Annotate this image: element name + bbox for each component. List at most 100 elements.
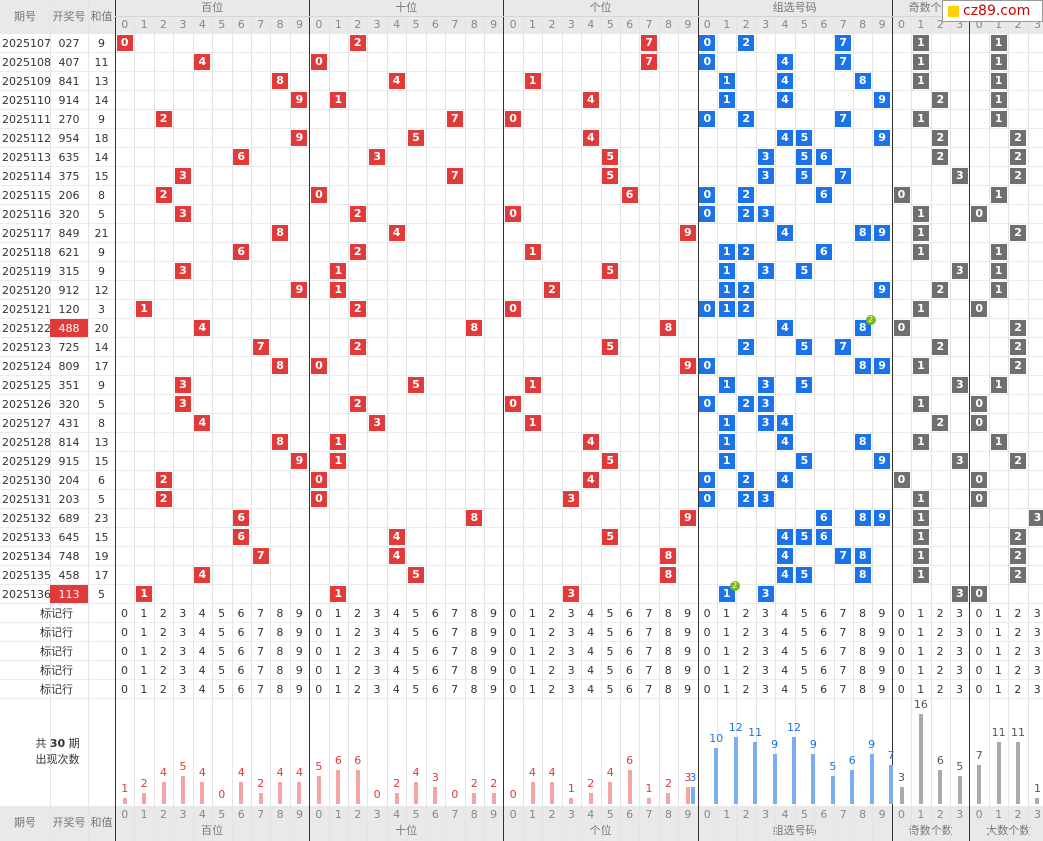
mark-cell[interactable]: 6: [625, 664, 633, 677]
mark-cell[interactable]: 8: [664, 626, 672, 639]
mark-cell[interactable]: 6: [820, 683, 828, 696]
mark-cell[interactable]: 5: [606, 607, 614, 620]
mark-cell[interactable]: 1: [528, 607, 536, 620]
mark-cell[interactable]: 5: [800, 626, 808, 639]
mark-cell[interactable]: 5: [800, 683, 808, 696]
mark-cell[interactable]: 2: [548, 683, 556, 696]
mark-cell[interactable]: 2: [1014, 607, 1022, 620]
mark-cell[interactable]: 2: [936, 664, 944, 677]
mark-cell[interactable]: 2: [936, 626, 944, 639]
mark-cell[interactable]: 6: [625, 626, 633, 639]
mark-cell[interactable]: 2: [159, 607, 167, 620]
mark-cell[interactable]: 4: [781, 683, 789, 696]
mark-cell[interactable]: 2: [1014, 664, 1022, 677]
mark-cell[interactable]: 7: [256, 683, 264, 696]
mark-cell[interactable]: 2: [548, 645, 556, 658]
mark-cell[interactable]: 1: [994, 607, 1002, 620]
mark-cell[interactable]: 0: [975, 626, 983, 639]
mark-cell[interactable]: 2: [936, 683, 944, 696]
mark-cell[interactable]: 0: [509, 664, 517, 677]
mark-cell[interactable]: 7: [256, 645, 264, 658]
mark-cell[interactable]: 4: [781, 645, 789, 658]
mark-cell[interactable]: 0: [509, 607, 517, 620]
mark-cell[interactable]: 3: [567, 664, 575, 677]
mark-cell[interactable]: 3: [761, 683, 769, 696]
mark-cell[interactable]: 5: [800, 607, 808, 620]
mark-cell[interactable]: 7: [451, 626, 459, 639]
mark-cell[interactable]: 2: [1014, 645, 1022, 658]
mark-cell[interactable]: 3: [373, 683, 381, 696]
mark-cell[interactable]: 6: [237, 664, 245, 677]
mark-cell[interactable]: 8: [470, 626, 478, 639]
mark-cell[interactable]: 0: [703, 664, 711, 677]
mark-cell[interactable]: 4: [587, 683, 595, 696]
mark-cell[interactable]: 2: [742, 645, 750, 658]
mark-cell[interactable]: 0: [509, 683, 517, 696]
mark-cell[interactable]: 1: [140, 664, 148, 677]
mark-cell[interactable]: 9: [295, 645, 303, 658]
mark-cell[interactable]: 9: [878, 626, 886, 639]
mark-cell[interactable]: 1: [334, 664, 342, 677]
mark-cell[interactable]: 1: [334, 645, 342, 658]
mark-cell[interactable]: 3: [1033, 683, 1041, 696]
mark-cell[interactable]: 9: [489, 607, 497, 620]
mark-cell[interactable]: 5: [412, 607, 420, 620]
mark-cell[interactable]: 0: [315, 645, 323, 658]
mark-cell[interactable]: 0: [703, 645, 711, 658]
mark-cell[interactable]: 3: [179, 607, 187, 620]
mark-cell[interactable]: 6: [431, 683, 439, 696]
mark-cell[interactable]: 6: [237, 683, 245, 696]
mark-cell[interactable]: 1: [140, 626, 148, 639]
mark-cell[interactable]: 2: [354, 645, 362, 658]
mark-cell[interactable]: 5: [800, 645, 808, 658]
mark-cell[interactable]: 7: [839, 645, 847, 658]
mark-cell[interactable]: 1: [723, 664, 731, 677]
mark-cell[interactable]: 6: [625, 607, 633, 620]
mark-cell[interactable]: 7: [451, 683, 459, 696]
mark-cell[interactable]: 2: [742, 607, 750, 620]
mark-cell[interactable]: 9: [295, 626, 303, 639]
mark-cell[interactable]: 5: [412, 664, 420, 677]
mark-cell[interactable]: 8: [664, 607, 672, 620]
mark-cell[interactable]: 6: [237, 607, 245, 620]
mark-cell[interactable]: 0: [121, 607, 128, 620]
mark-cell[interactable]: 3: [179, 664, 187, 677]
mark-cell[interactable]: 0: [897, 683, 905, 696]
mark-cell[interactable]: 0: [975, 645, 983, 658]
mark-cell[interactable]: 0: [315, 607, 323, 620]
mark-cell[interactable]: 3: [956, 626, 964, 639]
mark-cell[interactable]: 2: [548, 607, 556, 620]
mark-cell[interactable]: 6: [625, 683, 633, 696]
mark-cell[interactable]: 1: [334, 683, 342, 696]
mark-cell[interactable]: 0: [509, 645, 517, 658]
mark-cell[interactable]: 7: [645, 664, 653, 677]
mark-cell[interactable]: 9: [489, 645, 497, 658]
mark-cell[interactable]: 7: [256, 664, 264, 677]
mark-cell[interactable]: 9: [684, 683, 692, 696]
mark-cell[interactable]: 1: [994, 683, 1002, 696]
mark-cell[interactable]: 2: [548, 664, 556, 677]
mark-cell[interactable]: 5: [412, 683, 420, 696]
mark-cell[interactable]: 7: [839, 626, 847, 639]
mark-cell[interactable]: 8: [858, 645, 866, 658]
mark-cell[interactable]: 7: [256, 607, 264, 620]
mark-cell[interactable]: 8: [470, 645, 478, 658]
mark-cell[interactable]: 4: [587, 607, 595, 620]
mark-cell[interactable]: 2: [742, 683, 750, 696]
mark-cell[interactable]: 0: [315, 626, 323, 639]
mark-cell[interactable]: 3: [373, 626, 381, 639]
mark-cell[interactable]: 7: [645, 683, 653, 696]
mark-cell[interactable]: 1: [528, 683, 536, 696]
mark-cell[interactable]: 6: [431, 607, 439, 620]
mark-cell[interactable]: 2: [742, 626, 750, 639]
mark-cell[interactable]: 8: [470, 683, 478, 696]
mark-cell[interactable]: 5: [218, 607, 226, 620]
mark-cell[interactable]: 9: [295, 607, 303, 620]
mark-cell[interactable]: 2: [354, 607, 362, 620]
mark-cell[interactable]: 1: [528, 645, 536, 658]
mark-cell[interactable]: 6: [625, 645, 633, 658]
mark-cell[interactable]: 1: [994, 645, 1002, 658]
mark-cell[interactable]: 4: [198, 645, 206, 658]
mark-cell[interactable]: 0: [121, 645, 128, 658]
mark-cell[interactable]: 5: [606, 645, 614, 658]
